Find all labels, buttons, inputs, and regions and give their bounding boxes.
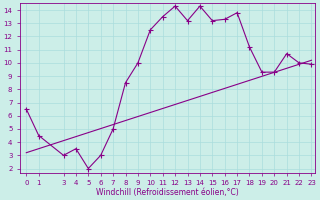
X-axis label: Windchill (Refroidissement éolien,°C): Windchill (Refroidissement éolien,°C) [96, 188, 239, 197]
